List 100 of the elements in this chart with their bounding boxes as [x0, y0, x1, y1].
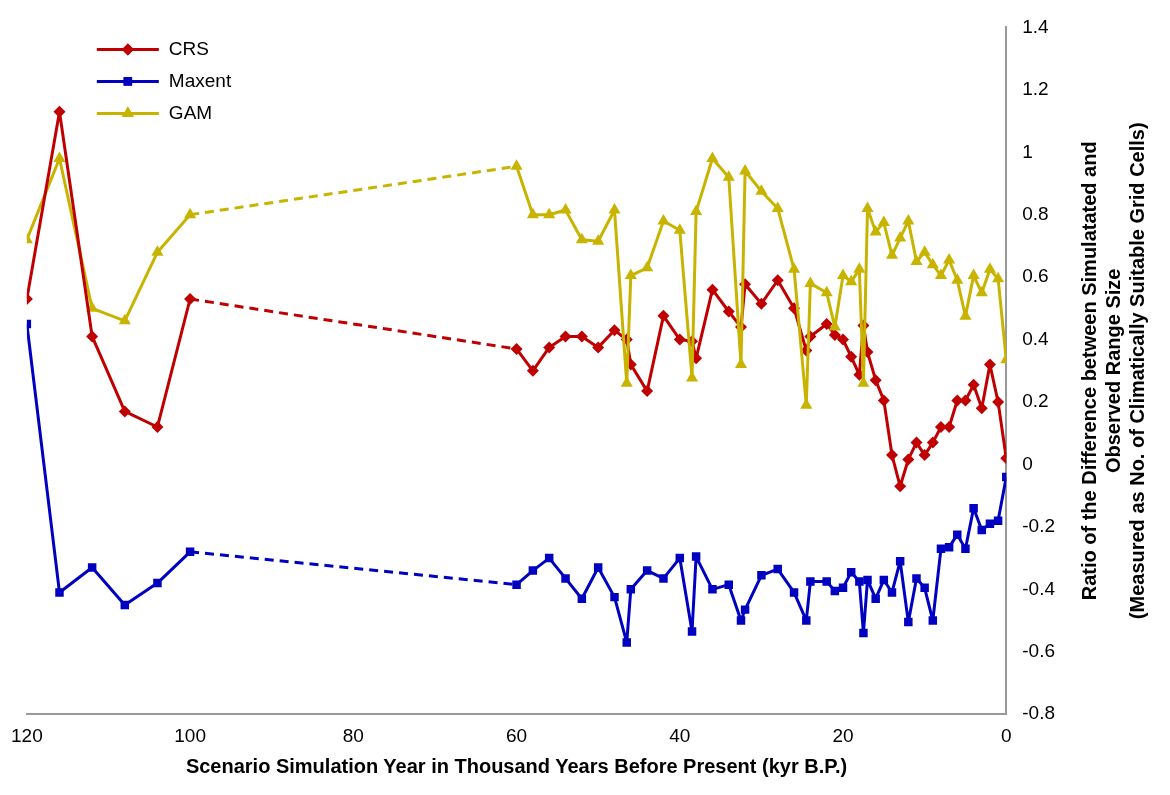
y-tick-label: 0	[1022, 452, 1033, 474]
point	[836, 268, 850, 280]
y-tick-label: -0.4	[1022, 577, 1056, 599]
point	[822, 577, 831, 586]
y-tick-label: 1	[1022, 140, 1033, 162]
point	[920, 583, 929, 593]
point	[992, 271, 1005, 283]
point	[837, 333, 850, 346]
point	[869, 224, 882, 236]
point	[622, 638, 631, 647]
point	[877, 394, 890, 407]
point	[722, 305, 735, 318]
legend-label: GAM	[168, 101, 213, 123]
point	[983, 262, 996, 273]
point	[802, 616, 811, 625]
point	[512, 580, 521, 589]
point	[894, 480, 907, 493]
x-tick-label: 0	[1000, 724, 1012, 746]
x-tick-label: 100	[174, 724, 206, 746]
point	[706, 151, 719, 163]
point	[961, 544, 970, 553]
legend-label: CRS	[168, 37, 209, 59]
point	[902, 213, 915, 225]
point	[787, 262, 801, 273]
y-tick-label: 0.2	[1022, 390, 1049, 412]
point	[740, 605, 750, 614]
point	[608, 203, 621, 214]
point	[528, 566, 538, 575]
y-tick-label: 0.8	[1022, 202, 1049, 224]
point	[969, 503, 978, 513]
point	[926, 436, 939, 449]
point	[641, 260, 654, 272]
point	[993, 516, 1003, 525]
point	[118, 405, 131, 418]
x-tick-label: 40	[669, 724, 691, 746]
point	[975, 402, 988, 415]
point	[592, 234, 605, 245]
point	[910, 254, 923, 266]
point	[724, 580, 733, 589]
point	[877, 215, 890, 227]
point	[773, 564, 782, 574]
x-axis-title: Scenario Simulation Year in Thousand Years Before Present (kyr B.P.)	[185, 754, 848, 777]
point	[706, 283, 719, 296]
point	[86, 330, 99, 343]
x-tick-label: 120	[11, 724, 43, 746]
point	[53, 151, 66, 163]
point	[855, 577, 864, 586]
point	[951, 273, 964, 284]
point	[151, 245, 164, 256]
point	[657, 309, 670, 322]
point	[153, 578, 162, 588]
point	[592, 341, 605, 354]
x-tick-label: 80	[342, 724, 364, 746]
point	[708, 585, 717, 594]
point	[845, 274, 858, 286]
y-tick-label: -0.8	[1022, 702, 1056, 724]
point	[734, 357, 748, 369]
point	[673, 223, 686, 234]
point	[722, 170, 735, 181]
point	[894, 231, 907, 242]
y-tick-label: 1.2	[1022, 78, 1049, 100]
point	[755, 297, 768, 310]
point	[918, 245, 931, 256]
point	[992, 396, 1005, 409]
point	[626, 585, 636, 594]
point	[853, 262, 866, 273]
point	[624, 268, 637, 280]
y-tick-label: -0.2	[1022, 515, 1056, 537]
point	[871, 594, 880, 603]
point	[806, 577, 815, 586]
point	[526, 207, 539, 219]
legend-label: Maxent	[168, 69, 232, 91]
point	[926, 257, 939, 269]
y-tick-label: -0.6	[1022, 640, 1056, 661]
point	[902, 453, 915, 466]
point	[559, 203, 572, 214]
point	[608, 324, 621, 337]
point	[543, 341, 556, 354]
point	[820, 285, 833, 297]
point	[593, 563, 603, 572]
point	[863, 575, 872, 585]
point	[886, 449, 898, 462]
point	[561, 574, 570, 583]
point	[885, 248, 899, 259]
point	[904, 617, 913, 627]
point	[510, 342, 523, 355]
point	[910, 436, 923, 449]
point	[55, 588, 64, 597]
y-tick-label: 1.4	[1022, 15, 1050, 37]
point	[789, 588, 799, 597]
point	[861, 201, 874, 212]
y-axis-title: Ratio of the Difference between Simulatated and Observed Range Size (Measured as No. of Climatically Suitable Grid Cells)	[1077, 122, 1148, 620]
point	[967, 268, 980, 280]
point	[820, 317, 833, 330]
x-tick-label: 60	[505, 724, 528, 746]
point	[659, 574, 668, 583]
point	[691, 552, 701, 561]
point	[184, 207, 197, 219]
point	[967, 378, 980, 391]
point	[859, 628, 868, 638]
